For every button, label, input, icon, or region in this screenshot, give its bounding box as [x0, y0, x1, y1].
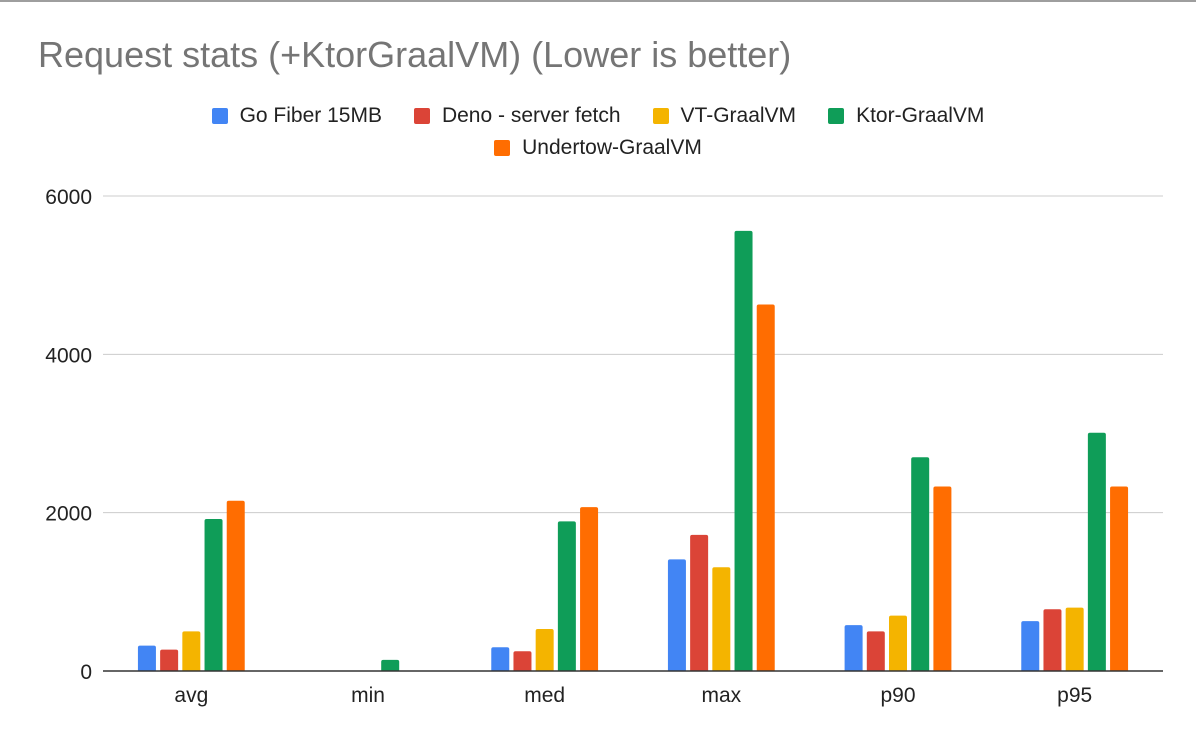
- bar: [182, 631, 201, 671]
- bar: [911, 457, 930, 671]
- bar: [844, 625, 863, 671]
- legend-label: VT-GraalVM: [680, 104, 797, 127]
- legend-item[interactable]: Ktor-GraalVM: [828, 104, 984, 128]
- bar: [667, 559, 686, 671]
- y-tick-label: 6000: [45, 186, 92, 209]
- bar: [381, 659, 400, 671]
- y-tick-label: 2000: [45, 503, 92, 526]
- bar: [491, 647, 510, 671]
- legend-row-1: Go Fiber 15MB Deno - server fetch VT-Gra…: [0, 100, 1196, 132]
- y-tick-label: 0: [80, 661, 92, 684]
- bar: [1110, 486, 1129, 671]
- bar: [160, 649, 179, 671]
- bar: [513, 651, 532, 671]
- bar: [204, 519, 223, 671]
- legend-label: Go Fiber 15MB: [239, 104, 382, 127]
- legend-swatch: [652, 108, 669, 124]
- legend-item[interactable]: Undertow-GraalVM: [494, 136, 702, 160]
- legend-item[interactable]: Go Fiber 15MB: [211, 104, 382, 128]
- bar: [580, 507, 599, 671]
- bar: [535, 629, 554, 671]
- bar: [690, 534, 709, 671]
- legend-item[interactable]: Deno - server fetch: [413, 104, 621, 128]
- chart-title: Request stats (+KtorGraalVM) (Lower is b…: [38, 34, 792, 75]
- legend-swatch: [413, 108, 430, 124]
- legend-swatch: [211, 108, 228, 124]
- bar: [712, 567, 731, 671]
- legend-item[interactable]: VT-GraalVM: [652, 104, 797, 128]
- bar: [933, 486, 952, 671]
- x-tick-label: max: [701, 684, 741, 707]
- y-tick-label: 4000: [45, 344, 92, 367]
- bar: [889, 615, 907, 671]
- bar: [1087, 432, 1106, 671]
- bar: [557, 521, 576, 671]
- legend-swatch: [494, 140, 511, 156]
- legend-row-2: Undertow-GraalVM: [0, 132, 1196, 164]
- legend: Go Fiber 15MB Deno - server fetch VT-Gra…: [0, 100, 1196, 164]
- bar: [1065, 607, 1084, 671]
- bar: [756, 304, 775, 671]
- legend-label: Ktor-GraalVM: [856, 104, 985, 127]
- x-tick-label: med: [524, 684, 565, 707]
- legend-label: Deno - server fetch: [441, 104, 621, 127]
- bar: [1021, 621, 1040, 671]
- x-tick-label: p95: [1057, 684, 1092, 707]
- bar: [137, 645, 156, 671]
- x-tick-label: p90: [880, 684, 915, 707]
- x-tick-label: min: [351, 684, 385, 707]
- bar: [226, 500, 245, 671]
- bar: [866, 631, 885, 671]
- x-tick-label: avg: [174, 684, 208, 707]
- legend-swatch: [828, 108, 845, 124]
- legend-label: Undertow-GraalVM: [522, 136, 702, 159]
- bar: [734, 230, 753, 672]
- bar: [1043, 609, 1062, 671]
